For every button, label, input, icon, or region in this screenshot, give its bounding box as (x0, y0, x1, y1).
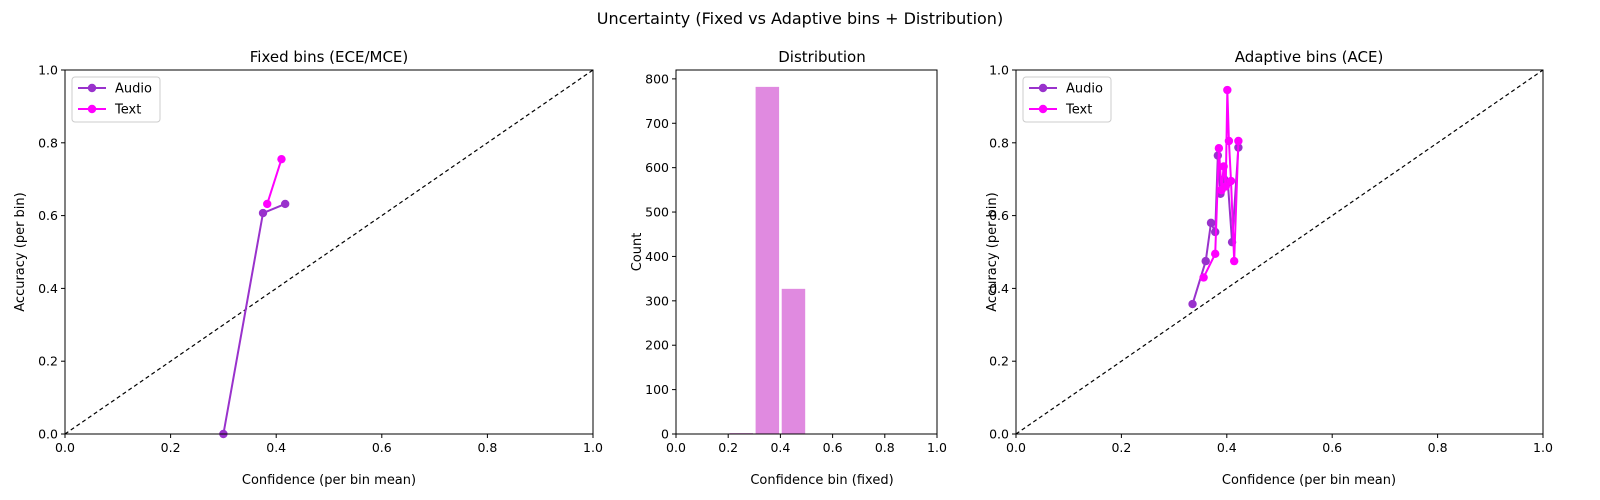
adaptive-bins-text-point (1224, 136, 1234, 146)
bar-0.4-0.5 (781, 288, 806, 434)
distribution-ytick-label: 600 (645, 160, 669, 175)
figure-suptitle: Uncertainty (Fixed vs Adaptive bins + Di… (597, 9, 1003, 28)
adaptive-bins-text-point (1223, 85, 1232, 95)
fixed-bins-legend-text-marker (87, 104, 97, 114)
distribution-xtick-label: 0.8 (875, 440, 895, 455)
adaptive-bins-panel: Adaptive bins (ACE) Confidence (per bin … (985, 48, 1553, 488)
distribution-xlabel: Confidence bin (fixed) (750, 473, 893, 488)
fixed-bins-panel: Fixed bins (ECE/MCE) Confidence (per bin… (13, 48, 603, 488)
adaptive-bins-ytick-label: 1.0 (989, 63, 1009, 78)
distribution-ytick-label: 800 (645, 71, 669, 86)
distribution-ytick-label: 0 (661, 427, 669, 442)
fixed-bins-ytick-label: 0.2 (38, 354, 58, 369)
adaptive-bins-xtick-label: 0.4 (1217, 440, 1237, 455)
fixed-bins-legend-text-label: Text (114, 103, 141, 118)
bar-0.3-0.4 (755, 86, 780, 435)
fixed-bins-text-line (266, 158, 283, 205)
adaptive-bins-text-point (1229, 256, 1239, 266)
distribution-ytick-label: 500 (645, 205, 669, 220)
fixed-bins-xlabel: Confidence (per bin mean) (242, 473, 416, 488)
adaptive-bins-ytick-label: 0.4 (989, 281, 1009, 296)
adaptive-bins-ytick-label: 0.6 (989, 208, 1009, 223)
adaptive-bins-xlabel: Confidence (per bin mean) (1222, 473, 1396, 488)
adaptive-bins-ytick-label: 0.2 (989, 354, 1009, 369)
fixed-bins-axes-frame (64, 69, 594, 435)
fixed-bins-text-point (277, 154, 286, 164)
fixed-bins-xtick-label: 0.0 (55, 440, 75, 455)
fixed-bins-xtick-label: 0.4 (266, 440, 286, 455)
distribution-panel: Distribution Confidence bin (fixed) Coun… (630, 48, 947, 488)
adaptive-bins-legend-audio-label: Audio (1066, 82, 1103, 97)
adaptive-bins-text-point (1219, 162, 1228, 171)
adaptive-bins-text-point (1226, 176, 1236, 186)
adaptive-bins-audio-point (1206, 218, 1216, 228)
distribution-ytick-label: 300 (645, 293, 669, 308)
adaptive-bins-text-point (1234, 136, 1243, 146)
adaptive-bins-legend: Audio Text (1022, 76, 1112, 123)
adaptive-bins-xtick-label: 0.6 (1322, 440, 1342, 455)
distribution-xtick-label: 0.6 (823, 440, 843, 455)
adaptive-bins-text-point (1211, 249, 1220, 259)
fixed-bins-audio-point (280, 199, 290, 209)
fixed-bins-text-point (263, 199, 272, 209)
distribution-ytick-label: 200 (645, 338, 669, 353)
fixed-bins-legend-audio-marker (87, 83, 97, 93)
adaptive-bins-xtick-label: 0.2 (1111, 440, 1131, 455)
distribution-title: Distribution (778, 48, 866, 66)
fixed-bins-xtick-label: 0.8 (477, 440, 497, 455)
adaptive-bins-xtick-label: 0.8 (1428, 440, 1448, 455)
adaptive-bins-audio-point (1188, 299, 1197, 309)
fixed-bins-legend: Audio Text (71, 76, 161, 123)
fixed-bins-xtick-label: 1.0 (583, 440, 603, 455)
adaptive-bins-text-point (1199, 273, 1208, 282)
fixed-bins-title: Fixed bins (ECE/MCE) (250, 48, 409, 66)
fixed-bins-xtick-label: 0.6 (372, 440, 392, 455)
adaptive-bins-perfect-calibration-line (1015, 69, 1544, 435)
distribution-xtick-label: 0.4 (770, 440, 790, 455)
distribution-xtick-label: 0.2 (718, 440, 738, 455)
distribution-xtick-label: 1.0 (927, 440, 947, 455)
adaptive-bins-text-point (1214, 144, 1224, 153)
fixed-bins-ytick-label: 0.4 (38, 281, 58, 296)
distribution-xtick-label: 0.0 (666, 440, 686, 455)
distribution-ytick-label: 700 (645, 116, 669, 131)
fixed-bins-perfect-calibration-line (64, 69, 594, 435)
fixed-bins-ytick-label: 0.0 (38, 427, 58, 442)
fixed-bins-legend-audio-label: Audio (115, 82, 152, 97)
adaptive-bins-audio-line (1191, 147, 1240, 305)
adaptive-bins-title: Adaptive bins (ACE) (1235, 48, 1384, 66)
adaptive-bins-text-point (1221, 182, 1230, 191)
adaptive-bins-legend-audio-marker (1038, 83, 1048, 93)
distribution-ylabel: Count (630, 233, 645, 272)
adaptive-bins-legend-text-marker (1038, 104, 1048, 114)
fixed-bins-ytick-label: 0.6 (38, 208, 58, 223)
fixed-bins-audio-point (258, 208, 268, 218)
fixed-bins-ytick-label: 1.0 (38, 63, 58, 78)
adaptive-bins-ytick-label: 0.8 (989, 135, 1009, 150)
distribution-axes-frame (675, 69, 938, 435)
adaptive-bins-axes-frame (1015, 69, 1544, 435)
adaptive-bins-ylabel: Accuracy (per bin) (985, 192, 1000, 311)
distribution-ytick-label: 400 (645, 249, 669, 264)
adaptive-bins-audio-point (1201, 256, 1210, 266)
fixed-bins-xtick-label: 0.2 (161, 440, 181, 455)
fixed-bins-ytick-label: 0.8 (38, 135, 58, 150)
adaptive-bins-xtick-label: 0.0 (1006, 440, 1026, 455)
adaptive-bins-ytick-label: 0.0 (989, 427, 1009, 442)
fixed-bins-ylabel: Accuracy (per bin) (13, 192, 28, 311)
distribution-ytick-label: 100 (645, 382, 669, 397)
adaptive-bins-xtick-label: 1.0 (1533, 440, 1553, 455)
adaptive-bins-legend-text-label: Text (1065, 103, 1092, 118)
